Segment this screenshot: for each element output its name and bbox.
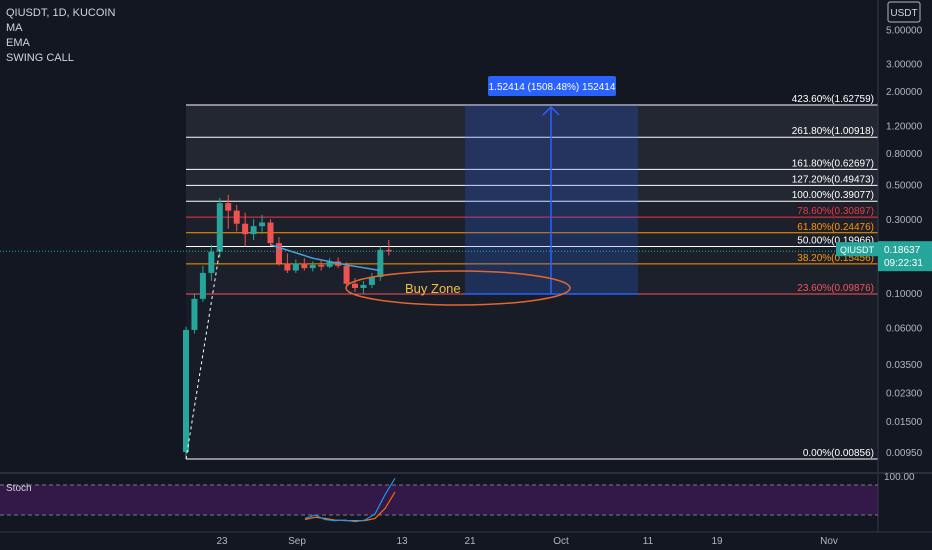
candle-body [385,249,392,252]
target-label-box [488,76,616,96]
fib-level-label: 161.80%(0.62697) [792,158,874,169]
currency-badge-text: USDT [890,8,917,19]
candle-body [199,272,206,299]
fib-level-label: 261.80%(1.00918) [792,126,874,137]
price-tick-label: 0.30000 [886,215,923,226]
last-price-text: 0.18637 [884,245,921,256]
symbol-title[interactable]: QIUSDT, 1D, KUCOIN [6,7,116,19]
price-tick-label: 0.50000 [886,181,923,192]
candle-body [284,263,291,271]
time-axis[interactable]: 23 Sep 13 21 Oct 11 19 Nov [0,531,932,547]
candle-body [360,284,367,288]
projection-arrow-head [542,105,560,116]
candle-body [267,222,274,244]
date-tick-label: Nov [820,536,838,547]
symbol-price-tag [836,242,878,257]
fib-level-label: 100.00%(0.39077) [792,190,874,201]
price-tick-label: 0.00950 [886,448,923,459]
indicator-ma[interactable]: MA [6,22,23,34]
target-label-text: 1.52414 (1508.48%) 152414 [489,82,616,93]
candle-body [377,249,384,278]
stoch-k-line [304,477,396,523]
swing-dashed-line [185,249,221,460]
countdown-text: 09:22:31 [884,258,923,269]
candle-body [292,263,299,271]
stoch-pane[interactable]: Stoch 100.00 [0,472,932,523]
chart-legend: QIUSDT, 1D, KUCOIN MA EMA SWING CALL [6,6,115,66]
date-tick-label: 23 [216,536,228,547]
candle-body [250,226,257,235]
date-tick-label: 13 [396,536,408,547]
candle-body [309,264,316,269]
price-axis[interactable]: 5.00000 3.00000 2.00000 1.20000 0.80000 0.500… [836,0,932,532]
price-tick-label: 2.00000 [886,87,923,98]
candle-body [216,203,223,252]
stoch-tick-label: 100.00 [884,472,915,483]
price-tick-label: 0.03500 [886,360,923,371]
price-tick-label: 0.06000 [886,324,923,335]
fibonacci-retracement[interactable]: 423.60%(1.62759) 261.80%(1.00918) 161.80%(… [186,94,878,460]
fib-level-label: 78.60%(0.30897) [797,206,874,217]
price-tick-label: 3.00000 [886,60,923,71]
buy-zone-ellipse [345,270,571,306]
candle-body [242,223,249,235]
candle-body [183,329,189,452]
candle-body [233,210,240,224]
stoch-label: Stoch [6,483,32,494]
candlestick-series [183,194,392,459]
candle-body [301,263,308,269]
indicator-swing-call[interactable]: SWING CALL [6,52,74,64]
price-tick-label: 5.00000 [886,25,923,36]
fib-base-zone [186,294,878,459]
candle-body [259,222,266,227]
candle-body [343,265,350,284]
fib-level-label: 23.60%(0.09876) [797,283,874,294]
fib-level-label: 127.20%(0.49473) [792,174,874,185]
candle-body [326,261,333,267]
candle-body [368,277,375,285]
candle-body [191,298,198,330]
fib-level-label: 0.00%(0.00856) [803,448,874,459]
candle-body [318,264,325,267]
annotations[interactable]: Buy Zone [0,244,878,460]
candle-body [225,203,232,211]
price-tick-label: 0.10000 [886,289,923,300]
candle-body [208,251,215,273]
fib-level-label: 50.00%(0.19966) [797,236,874,247]
symbol-tag-text: QIUSDT [840,245,875,255]
candle-body [275,243,282,264]
date-tick-label: 11 [643,536,654,547]
price-tick-label: 0.02300 [886,388,923,399]
price-tick-label: 0.80000 [886,149,923,160]
target-projection[interactable]: 1.52414 (1508.48%) 152414 [465,76,638,295]
stoch-band [0,485,878,515]
indicator-ema[interactable]: EMA [6,37,30,49]
candle-body [352,283,358,288]
last-price-tag [878,241,932,272]
price-tick-label: 1.20000 [886,122,923,133]
price-tick-label: 0.01500 [886,417,923,428]
currency-badge [887,1,921,23]
date-tick-label: Sep [288,536,306,547]
fib-level-label: 423.60%(1.62759) [792,94,874,105]
date-tick-label: 21 [464,536,476,547]
date-tick-label: 19 [711,536,723,547]
fib-level-label: 38.20%(0.15456) [797,253,874,264]
date-tick-label: Oct [553,536,569,547]
buy-zone-label: Buy Zone [405,281,461,296]
fib-level-label: 61.80%(0.24476) [797,222,874,233]
